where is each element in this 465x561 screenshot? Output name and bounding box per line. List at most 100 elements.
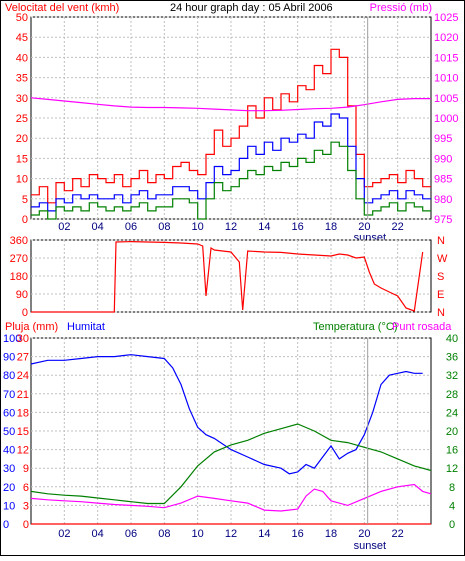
humidity-temperature-x-tick-22: 22: [392, 528, 404, 540]
compass-label-3: E: [437, 289, 444, 301]
wind-pressure-x-tick-14: 14: [258, 221, 270, 233]
humidity-temperature-x-tick-20: 20: [358, 528, 370, 540]
wind-pressure-x-tick-12: 12: [225, 221, 237, 233]
rain-axis-title: Pluja (mm): [5, 321, 58, 333]
wind-pressure-series-pressure-line: [30, 97, 431, 112]
rain-tick-9: 9: [23, 463, 29, 475]
wind-speed-tick-25: 25: [16, 113, 28, 125]
wind-pressure-x-tick-08: 08: [158, 221, 170, 233]
humidity-tick-40: 40: [3, 445, 15, 457]
humidity-temperature-series-humidity-line: [30, 354, 423, 475]
rain-tick-12: 12: [17, 445, 29, 457]
wind-direction-tick-0: 0: [22, 307, 28, 319]
wind-speed-tick-20: 20: [16, 133, 28, 145]
rain-tick-30: 30: [17, 333, 29, 345]
pressure-axis-title: Pressió (mb): [370, 2, 432, 14]
rain-tick-0: 0: [23, 519, 29, 531]
pressure-tick-980: 980: [434, 194, 452, 206]
pressure-tick-1000: 1000: [434, 113, 458, 125]
pressure-tick-1005: 1005: [434, 93, 458, 105]
humidity-temperature-series-temperature-line: [30, 423, 432, 505]
wind-speed-tick-45: 45: [16, 32, 28, 44]
temperature-tick-32: 32: [446, 370, 458, 382]
pressure-tick-1020: 1020: [434, 32, 458, 44]
temperature-tick-0: 0: [449, 519, 455, 531]
humidity-temperature-sunset-label: sunset: [354, 540, 386, 552]
rain-tick-15: 15: [17, 426, 29, 438]
temperature-tick-36: 36: [446, 352, 458, 364]
wind-direction-tick-90: 90: [16, 289, 28, 301]
wind-direction-tick-180: 180: [10, 271, 28, 283]
rain-tick-27: 27: [17, 352, 29, 364]
temperature-tick-8: 8: [449, 482, 455, 494]
wind-speed-tick-15: 15: [16, 153, 28, 165]
humidity-tick-50: 50: [3, 426, 15, 438]
humidity-tick-10: 10: [3, 500, 15, 512]
humidity-axis-title: Humitat: [67, 321, 105, 333]
humidity-temperature-x-tick-04: 04: [92, 528, 104, 540]
temperature-tick-4: 4: [449, 500, 455, 512]
rain-tick-24: 24: [17, 370, 29, 382]
wind-pressure-x-tick-22: 22: [392, 221, 404, 233]
temperature-tick-28: 28: [446, 389, 458, 401]
humidity-temperature-x-tick-14: 14: [258, 528, 270, 540]
humidity-tick-20: 20: [3, 482, 15, 494]
wind-speed-tick-10: 10: [16, 174, 28, 186]
humidity-temperature-chart: 0102030405060708090100036912151821242730…: [3, 333, 458, 552]
wind-speed-axis-title: Velocitat del vent (kmh): [5, 2, 119, 14]
humidity-temperature-x-tick-10: 10: [192, 528, 204, 540]
temperature-tick-20: 20: [446, 426, 458, 438]
wind-pressure-x-tick-06: 06: [125, 221, 137, 233]
rain-tick-3: 3: [23, 500, 29, 512]
wind-speed-tick-30: 30: [16, 93, 28, 105]
wind-pressure-chart: 0510152025303540455097598098599099510001…: [16, 12, 459, 244]
pressure-tick-995: 995: [434, 133, 452, 145]
humidity-temperature-x-tick-08: 08: [158, 528, 170, 540]
compass-label-2: S: [437, 271, 444, 283]
humidity-temperature-x-tick-16: 16: [292, 528, 304, 540]
humidity-temperature-x-tick-06: 06: [125, 528, 137, 540]
rain-tick-21: 21: [17, 389, 29, 401]
compass-label-1: W: [437, 253, 448, 265]
temperature-tick-12: 12: [446, 463, 458, 475]
humidity-temperature-series-dewpoint-line: [30, 483, 432, 512]
wind-pressure-x-tick-02: 02: [58, 221, 70, 233]
pressure-tick-1015: 1015: [434, 52, 458, 64]
humidity-tick-80: 80: [3, 370, 15, 382]
wind-speed-tick-5: 5: [22, 194, 28, 206]
wind-speed-tick-35: 35: [16, 73, 28, 85]
wind-direction-tick-360: 360: [10, 235, 28, 247]
wind-direction-series-line: [31, 240, 424, 313]
temperature-axis-title: Temperatura (°C): [313, 321, 397, 333]
pressure-tick-990: 990: [434, 153, 452, 165]
wind-pressure-x-tick-16: 16: [292, 221, 304, 233]
wind-pressure-series-gust-line: [31, 48, 431, 204]
pressure-tick-1010: 1010: [434, 73, 458, 85]
temperature-tick-16: 16: [446, 445, 458, 457]
humidity-tick-0: 0: [3, 519, 9, 531]
pressure-tick-975: 975: [434, 214, 452, 226]
dewpoint-axis-title: Punt rosada: [392, 321, 452, 333]
wind-pressure-x-tick-10: 10: [192, 221, 204, 233]
compass-label-4: N: [437, 307, 445, 319]
humidity-tick-90: 90: [3, 352, 15, 364]
temperature-tick-24: 24: [446, 407, 458, 419]
humidity-tick-30: 30: [3, 463, 15, 475]
rain-tick-6: 6: [23, 482, 29, 494]
compass-label-0: N: [437, 235, 445, 247]
rain-tick-18: 18: [17, 407, 29, 419]
humidity-tick-100: 100: [3, 333, 21, 345]
humidity-tick-70: 70: [3, 389, 15, 401]
pressure-tick-1025: 1025: [434, 12, 458, 24]
wind-pressure-x-tick-04: 04: [92, 221, 104, 233]
pressure-tick-985: 985: [434, 174, 452, 186]
humidity-temperature-x-tick-18: 18: [325, 528, 337, 540]
wind-speed-tick-0: 0: [22, 214, 28, 226]
wind-pressure-series-average-line: [31, 113, 431, 212]
temperature-tick-40: 40: [446, 333, 458, 345]
wind-pressure-x-tick-20: 20: [358, 221, 370, 233]
humidity-temperature-x-tick-02: 02: [58, 528, 70, 540]
